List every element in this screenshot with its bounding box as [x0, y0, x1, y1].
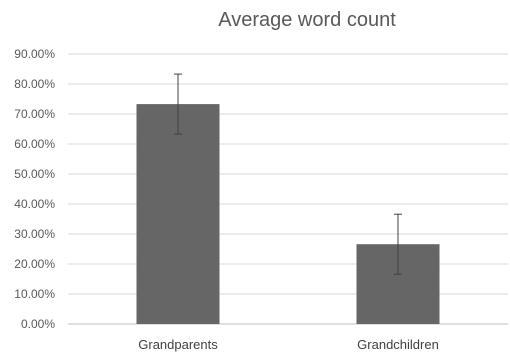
y-tick-label: 20.00% — [14, 257, 55, 271]
y-tick-label: 0.00% — [21, 317, 55, 331]
error-bars — [174, 73, 402, 275]
x-tick-label: Grandparents — [138, 337, 218, 352]
y-tick-label: 70.00% — [14, 107, 55, 121]
bar-grandparents — [136, 104, 220, 324]
y-tick-label: 10.00% — [14, 287, 55, 301]
x-tick-label: Grandchildren — [357, 337, 439, 352]
y-tick-label: 60.00% — [14, 137, 55, 151]
y-tick-label: 40.00% — [14, 197, 55, 211]
y-tick-label: 90.00% — [14, 47, 55, 61]
y-tick-label: 80.00% — [14, 77, 55, 91]
bars — [136, 104, 440, 324]
y-tick-label: 30.00% — [14, 227, 55, 241]
chart-title: Average word count — [218, 9, 396, 31]
y-axis-ticks: 0.00% 10.00% 20.00% 30.00% 40.00% 50.00% 60.00… — [14, 47, 55, 331]
y-tick-label: 50.00% — [14, 167, 55, 181]
gridlines — [68, 53, 508, 325]
x-axis-ticks: Grandparents Grandchildren — [138, 337, 439, 352]
